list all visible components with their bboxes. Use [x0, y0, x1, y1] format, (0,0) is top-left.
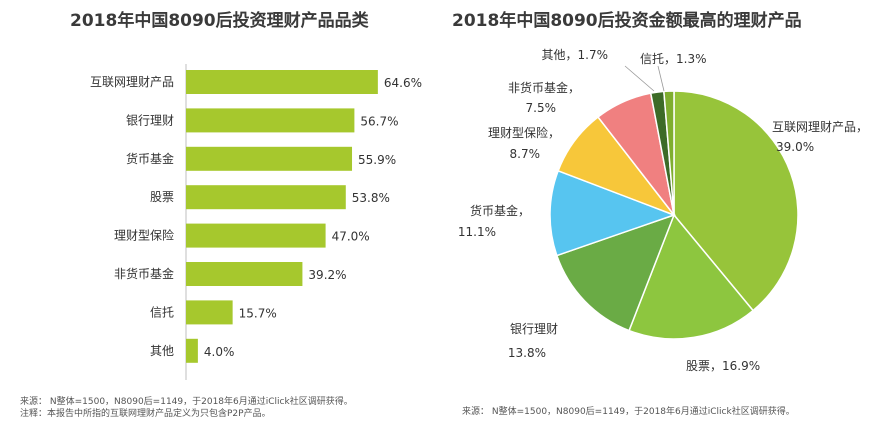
- bar-value-label: 53.8%: [352, 191, 390, 205]
- bar-category-label: 货币基金: [126, 151, 174, 166]
- bar-2: [186, 146, 353, 171]
- pie-label-money-fund-pct: 11.1%: [458, 225, 496, 239]
- pie-slice-2: [555, 213, 676, 332]
- bar-4: [186, 223, 326, 248]
- pie-label-internet-finance-pct: 39.0%: [776, 140, 814, 154]
- bar-category-label: 信托: [150, 305, 174, 319]
- bar-chart-title: 2018年中国8090后投资理财产品品类: [70, 11, 369, 31]
- bar-7: [186, 338, 198, 363]
- bar-category-label: 非货币基金: [114, 266, 174, 281]
- bar-value-label: 4.0%: [204, 345, 235, 359]
- bar-category-label: 银行理财: [126, 113, 174, 127]
- bar-category-label: 理财型保险: [114, 228, 174, 243]
- pie-label-money-fund: 货币基金，: [470, 203, 530, 218]
- bar-5: [186, 262, 303, 286]
- bar-6: [186, 300, 233, 325]
- bar-chart-definition-note: 注释：本报告中所指的互联网理财产品定义为只包含P2P产品。: [20, 409, 271, 419]
- bar-value-label: 55.9%: [358, 153, 396, 167]
- pie-label-bank-finance: 银行理财: [510, 322, 558, 336]
- pie-label-trust: 信托，1.3%: [640, 52, 707, 66]
- pie-label-other: 其他，1.7%: [542, 48, 609, 62]
- bar-category-label: 互联网理财产品: [90, 75, 174, 89]
- bar-value-label: 47.0%: [332, 230, 370, 244]
- bar-1: [186, 108, 355, 133]
- pie-slice-0: [673, 90, 799, 312]
- bar-0: [186, 70, 378, 94]
- bar-value-label: 64.6%: [384, 76, 422, 90]
- pie-label-insurance-pct: 8.7%: [510, 147, 541, 161]
- bar-value-label: 15.7%: [239, 306, 277, 320]
- pie-label-insurance: 理财型保险，: [488, 125, 560, 140]
- bar-category-label: 其他: [150, 344, 174, 358]
- pie-slice-1: [628, 213, 755, 340]
- pie-leader-trust: [657, 65, 665, 92]
- pie-label-non-money-fund-pct: 7.5%: [526, 101, 557, 115]
- bar-chart-source-note: 来源： N整体=1500，N8090后=1149，于2018年6月通过iClic…: [20, 397, 353, 407]
- pie-chart-source-note: 来源： N整体=1500，N8090后=1149，于2018年6月通过iClic…: [462, 407, 795, 417]
- bar-value-label: 39.2%: [308, 268, 346, 282]
- pie-chart-title: 2018年中国8090后投资金额最高的理财产品: [452, 11, 802, 31]
- pie-slice-7: [663, 90, 675, 216]
- pie-slice-3: [549, 169, 677, 257]
- pie-label-stocks: 股票，16.9%: [686, 359, 760, 373]
- pie-label-non-money-fund: 非货币基金，: [508, 80, 580, 95]
- bar-3: [186, 185, 346, 210]
- bar-category-label: 股票: [150, 190, 174, 204]
- pie-label-bank-finance-pct: 13.8%: [508, 346, 546, 360]
- bar-value-label: 56.7%: [360, 114, 398, 128]
- pie-label-internet-finance: 互联网理财产品，: [772, 120, 868, 134]
- pie-leader-other: [624, 65, 655, 92]
